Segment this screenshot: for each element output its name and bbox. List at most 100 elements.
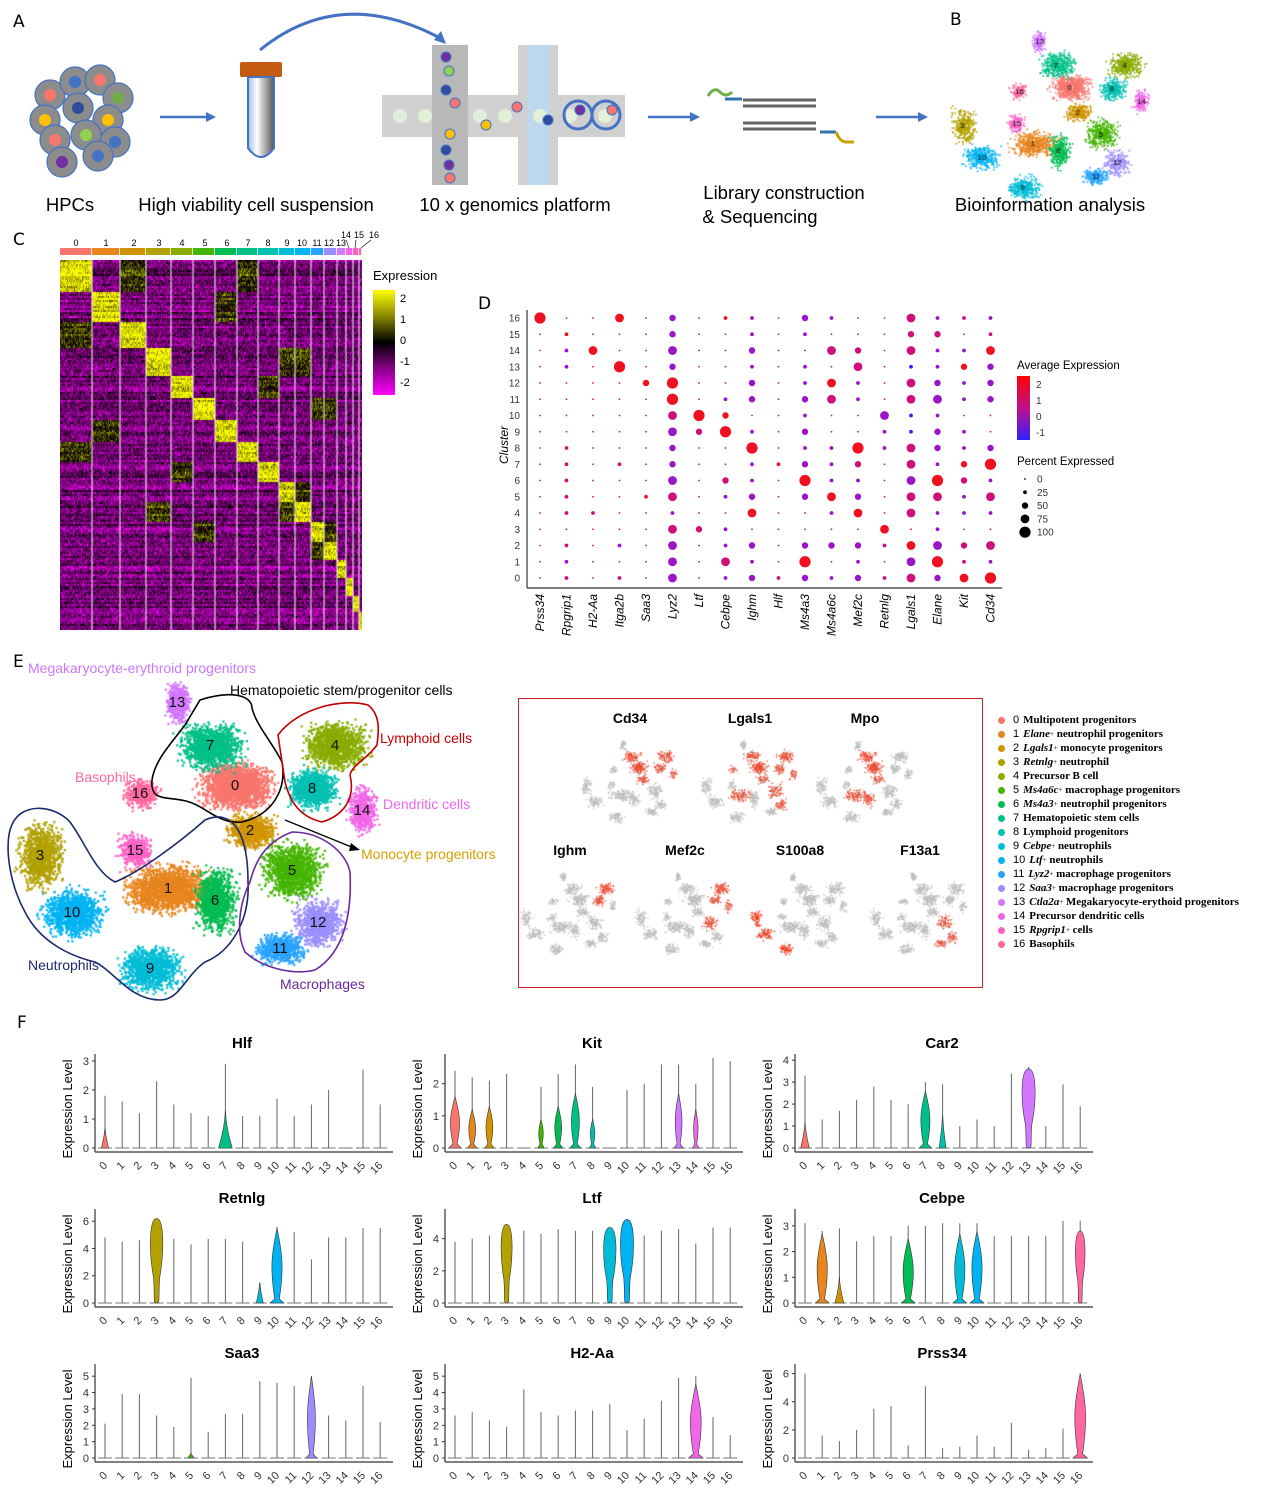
dot-cebpe-cluster-1 — [721, 557, 730, 567]
legend-text: neutrophils — [1057, 840, 1112, 852]
x-tick-label: 8 — [235, 1315, 248, 1328]
annotation-mep: Megakaryocyte-erythroid progenitors — [28, 660, 256, 676]
dot-ltf-cluster-1 — [698, 560, 700, 563]
cluster-color-bar — [311, 248, 324, 255]
dot-ms4a6c-cluster-9 — [830, 430, 833, 433]
legend-color-dot — [998, 926, 1005, 934]
legend-number: 14 — [1013, 910, 1026, 922]
avg-legend-tick: 2 — [1036, 380, 1042, 391]
arrow-icon — [160, 112, 216, 122]
dot-ighm-cluster-8 — [746, 442, 758, 454]
dot-prss34-cluster-6 — [539, 479, 541, 482]
x-tick-label: 9 — [602, 1470, 615, 1483]
violin-cluster-8 — [938, 1115, 947, 1149]
feature-plot-title: Mpo — [850, 710, 880, 726]
percent-legend-tick: 0 — [1037, 475, 1043, 486]
dot-hlf-cluster-9 — [777, 430, 780, 433]
x-tick-label: 8 — [935, 1160, 948, 1173]
dot-itga2b-cluster-8 — [618, 447, 621, 449]
cluster-color-bar — [359, 248, 362, 255]
legend-item: 15 Rpgrip1 + cells — [998, 923, 1239, 937]
y-tick-label: 2 — [433, 1079, 439, 1091]
violin-cluster-7 — [218, 1110, 233, 1149]
legend-number: 1 — [1013, 728, 1020, 740]
y-tick-label: 0 — [433, 1298, 439, 1310]
y-axis-title: Expression Level — [60, 1369, 75, 1468]
dot-cebpe-cluster-10 — [722, 412, 729, 419]
dot-ltf-cluster-5 — [698, 495, 700, 498]
legend-number: 10 — [1013, 854, 1026, 866]
dot-rpgrip1-cluster-16 — [565, 317, 568, 319]
x-tick-label: 1 — [465, 1470, 478, 1483]
cluster-tick-label: 15 — [509, 330, 521, 341]
dot-ms4a6c-cluster-14 — [827, 346, 836, 355]
cell-nucleus — [49, 134, 61, 146]
dot-cebpe-cluster-5 — [723, 494, 728, 499]
x-tick-label: 8 — [585, 1470, 598, 1483]
cluster-header-label: 5 — [202, 238, 207, 248]
x-tick-label: 13 — [317, 1470, 334, 1487]
x-tick-label: 6 — [551, 1315, 564, 1328]
x-tick-label: 4 — [866, 1470, 879, 1483]
cluster-color-bar — [346, 248, 353, 255]
percent-expressed-legend-title: Percent Expressed — [1017, 456, 1114, 468]
x-tick-label: 3 — [149, 1315, 162, 1328]
y-tick-label: 2 — [783, 1247, 789, 1259]
x-tick-label: 14 — [1034, 1160, 1051, 1177]
legend-text: macrophage progenitors — [1065, 784, 1181, 796]
y-tick-label: 5 — [83, 1371, 89, 1383]
dot-retnlg-cluster-10 — [880, 411, 889, 420]
dot-cd34-cluster-4 — [988, 511, 993, 515]
legend-item: 5 Ms4a6c + macrophage progenitors — [998, 783, 1239, 797]
bead — [542, 114, 554, 126]
violin-cluster-7 — [918, 1090, 933, 1149]
x-tick-label: 7 — [568, 1315, 581, 1328]
dot-ltf-cluster-11 — [698, 398, 700, 401]
dot-lgals1-cluster-6 — [906, 476, 916, 485]
gene-tick-label: Hlf — [772, 592, 786, 608]
dot-cebpe-cluster-4 — [724, 512, 727, 514]
violin-cluster-1 — [814, 1233, 830, 1304]
gene-tick-label: Lgals1 — [904, 594, 918, 629]
dot-cebpe-cluster-6 — [722, 477, 729, 484]
violin-cluster-12 — [305, 1376, 318, 1459]
dot-lyz2-cluster-5 — [668, 492, 677, 502]
dot-ighm-cluster-16 — [750, 316, 754, 320]
dot-kit-cluster-9 — [962, 429, 966, 434]
violin-cluster-0 — [101, 1127, 109, 1149]
dot-cd34-cluster-8 — [987, 444, 994, 452]
x-tick-label: 11 — [983, 1160, 1000, 1177]
cluster-number-label: 14 — [354, 802, 371, 819]
outline-hspc — [151, 693, 284, 823]
dot-saa3-cluster-15 — [645, 333, 647, 336]
cluster-color-bar — [295, 248, 311, 255]
x-tick-label: 12 — [299, 1160, 316, 1177]
cluster-tick-label: 5 — [514, 492, 520, 503]
panel-label-a: A — [13, 12, 25, 32]
x-tick-label: 10 — [615, 1470, 632, 1487]
x-tick-label: 3 — [499, 1160, 512, 1173]
x-tick-label: 2 — [132, 1160, 145, 1173]
dot-lyz2-cluster-3 — [668, 524, 677, 534]
leader-line — [360, 239, 372, 249]
dot-itga2b-cluster-14 — [618, 349, 621, 352]
y-tick-label: 1 — [433, 1437, 439, 1449]
y-tick-label: 1 — [783, 1121, 789, 1133]
dot-itga2b-cluster-13 — [613, 361, 626, 373]
dot-h2-aa-cluster-15 — [592, 333, 594, 336]
cluster-tick-label: 1 — [514, 557, 520, 568]
dot-cebpe-cluster-8 — [724, 447, 727, 449]
dot-mef2c-cluster-12 — [856, 381, 860, 385]
dot-lyz2-cluster-2 — [668, 541, 677, 550]
dot-itga2b-cluster-12 — [618, 382, 621, 384]
step-library: Library construction — [703, 182, 865, 203]
dot-hlf-cluster-4 — [777, 512, 780, 514]
dot-h2-aa-cluster-8 — [592, 447, 594, 449]
dot-elane-cluster-3 — [935, 527, 940, 532]
y-tick-label: 0 — [783, 1143, 789, 1155]
heatmap-legend-tick: -1 — [400, 356, 410, 368]
step-bioinformatics: Bioinformation analysis — [954, 194, 1146, 215]
x-tick-label: 14 — [1034, 1470, 1051, 1487]
y-tick-label: 1 — [83, 1114, 89, 1126]
